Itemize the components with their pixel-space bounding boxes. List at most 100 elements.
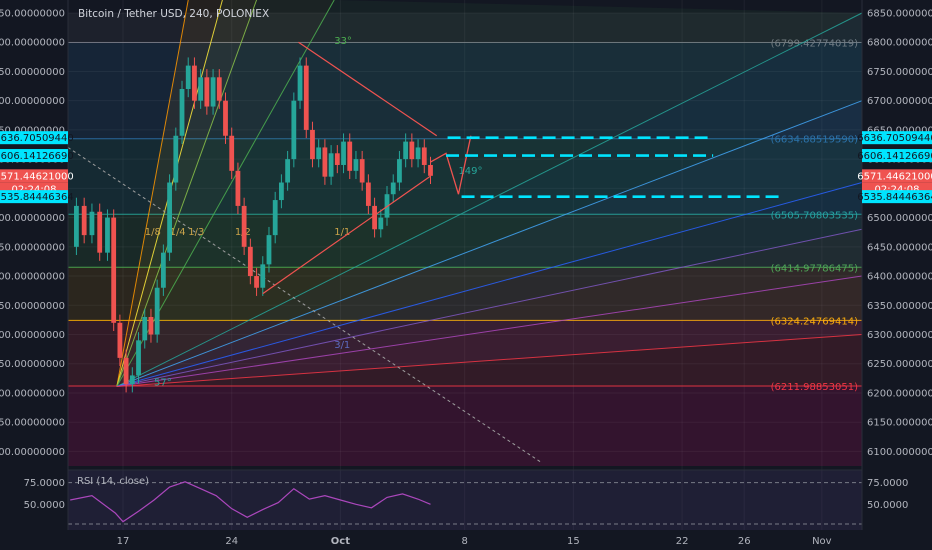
rsi-tick-right: 50.0000	[867, 500, 908, 511]
candle-body	[142, 316, 148, 341]
candle-body	[123, 357, 129, 385]
fib-zone	[68, 13, 862, 43]
y-tick-label-right: 6850.00000000	[867, 9, 932, 20]
fan-label: 1/8	[145, 227, 161, 238]
candle-body	[347, 141, 353, 171]
y-tick-label-right: 6450.00000000	[867, 242, 932, 253]
rsi-line	[70, 481, 431, 523]
candle-body	[241, 205, 247, 247]
price-tag-right-text: 6636.70509440	[857, 133, 932, 144]
candle-body	[154, 287, 160, 335]
candle-body	[316, 147, 322, 160]
fib-zone	[68, 214, 862, 268]
y-tick-label-left: 6300.00000000	[0, 330, 65, 341]
y-tick-label-right: 6150.00000000	[867, 418, 932, 429]
y-tick-label-right: 6300.00000000	[867, 330, 932, 341]
projection-path	[430, 135, 472, 195]
candle-body	[297, 65, 303, 101]
candle-body	[81, 205, 87, 236]
candle-body	[167, 182, 172, 253]
x-tick-label: 22	[676, 536, 689, 547]
price-tag-left-text: 6636.70509440	[0, 133, 74, 144]
y-tick-label-right: 6350.00000000	[867, 301, 932, 312]
x-tick-label: 8	[461, 536, 467, 547]
price-tag-left	[0, 169, 68, 183]
candle-body	[111, 217, 117, 323]
fib-zone	[68, 267, 862, 321]
candle-body	[179, 88, 185, 136]
candle-body	[173, 135, 179, 183]
price-tag-right-text: 6606.14126690	[857, 151, 932, 162]
candle-body	[260, 264, 266, 288]
candle-body	[129, 375, 135, 385]
y-tick-label-left: 6200.00000000	[0, 388, 65, 399]
rsi-pane	[68, 469, 862, 530]
candle-body	[117, 322, 123, 358]
candle-body	[247, 246, 253, 277]
price-tags: 6636.70509440 6636.70509440 6606.14126690 6…	[0, 131, 932, 204]
candle-body	[216, 77, 222, 101]
y-tick-label-left: 6800.00000000	[0, 38, 65, 49]
price-tag-right	[862, 190, 932, 204]
candle-body	[291, 100, 297, 160]
candle-body	[105, 217, 110, 253]
fib-level-label: (6414.97786475)	[771, 263, 858, 274]
fan-label: 3/1	[334, 340, 350, 351]
y-tick-label-left: 6700.00000000	[0, 96, 65, 107]
fib-zone	[68, 320, 862, 386]
candle-body	[303, 65, 309, 130]
rsi-tick-left: 50.0000	[24, 500, 65, 511]
price-tag-right	[862, 169, 932, 183]
rsi-tick-right: 75.0000	[867, 478, 908, 489]
candle-body	[285, 159, 291, 183]
candle-body	[74, 205, 79, 247]
fan-sector	[116, 0, 862, 387]
fib-levels: (6799.42774019) (6634.88519590) (6505.7080…	[68, 39, 862, 393]
trend-line	[262, 175, 431, 295]
candle-body	[223, 100, 228, 136]
y-tick-label-right: 6650.00000000	[867, 125, 932, 136]
y-tick-label-right: 6750.00000000	[867, 67, 932, 78]
price-tag-right-text: 6571.44621000	[857, 171, 932, 182]
fan-line	[116, 0, 189, 387]
y-tick-label-left: 6850.00000000	[0, 9, 65, 20]
y-tick-label-left: 6400.00000000	[0, 272, 65, 283]
y-tick-label-left: 6350.00000000	[0, 301, 65, 312]
angle-label: 149°	[458, 166, 482, 177]
candle-body	[148, 316, 154, 335]
rsi-label: RSI (14, close)	[77, 476, 149, 487]
price-tag-right-text: 6535.84446364	[857, 192, 932, 203]
candle-body	[372, 205, 377, 230]
price-tag-right	[862, 131, 932, 145]
candle-body	[266, 235, 272, 265]
x-tick-label: 15	[567, 536, 580, 547]
fan-label: 1/1	[334, 227, 350, 238]
candle-body	[428, 164, 433, 176]
fan-line	[116, 334, 863, 388]
y-tick-label-right: 6800.00000000	[867, 38, 932, 49]
candle-body	[229, 135, 235, 171]
x-tick-label: Nov	[812, 536, 832, 547]
price-tag-left	[0, 131, 68, 145]
fan-line	[116, 100, 863, 387]
x-tick-label: 24	[225, 536, 238, 547]
y-tick-label-right: 6700.00000000	[867, 96, 932, 107]
y-tick-label-left: 6100.00000000	[0, 447, 65, 458]
angle-label: 57°	[154, 378, 172, 389]
dashed-diagonal	[67, 147, 543, 464]
candle-body	[279, 182, 284, 201]
rsi-background	[68, 470, 862, 530]
y-tick-label-left: 6450.00000000	[0, 242, 65, 253]
y-tick-label-left: 6150.00000000	[0, 418, 65, 429]
candle-body	[415, 147, 421, 160]
fib-zone	[68, 385, 862, 466]
fib-level-label: (6505.70803535)	[771, 210, 858, 221]
fan-line	[116, 182, 863, 388]
fib-level-label: (6799.42774019)	[771, 39, 858, 50]
fib-level-label: (6634.88519590)	[771, 135, 858, 146]
y-tick-label-left: 6750.00000000	[0, 67, 65, 78]
price-tag-left-text: 6606.14126690	[0, 151, 74, 162]
fan-line	[116, 12, 863, 387]
price-grid	[68, 0, 862, 530]
